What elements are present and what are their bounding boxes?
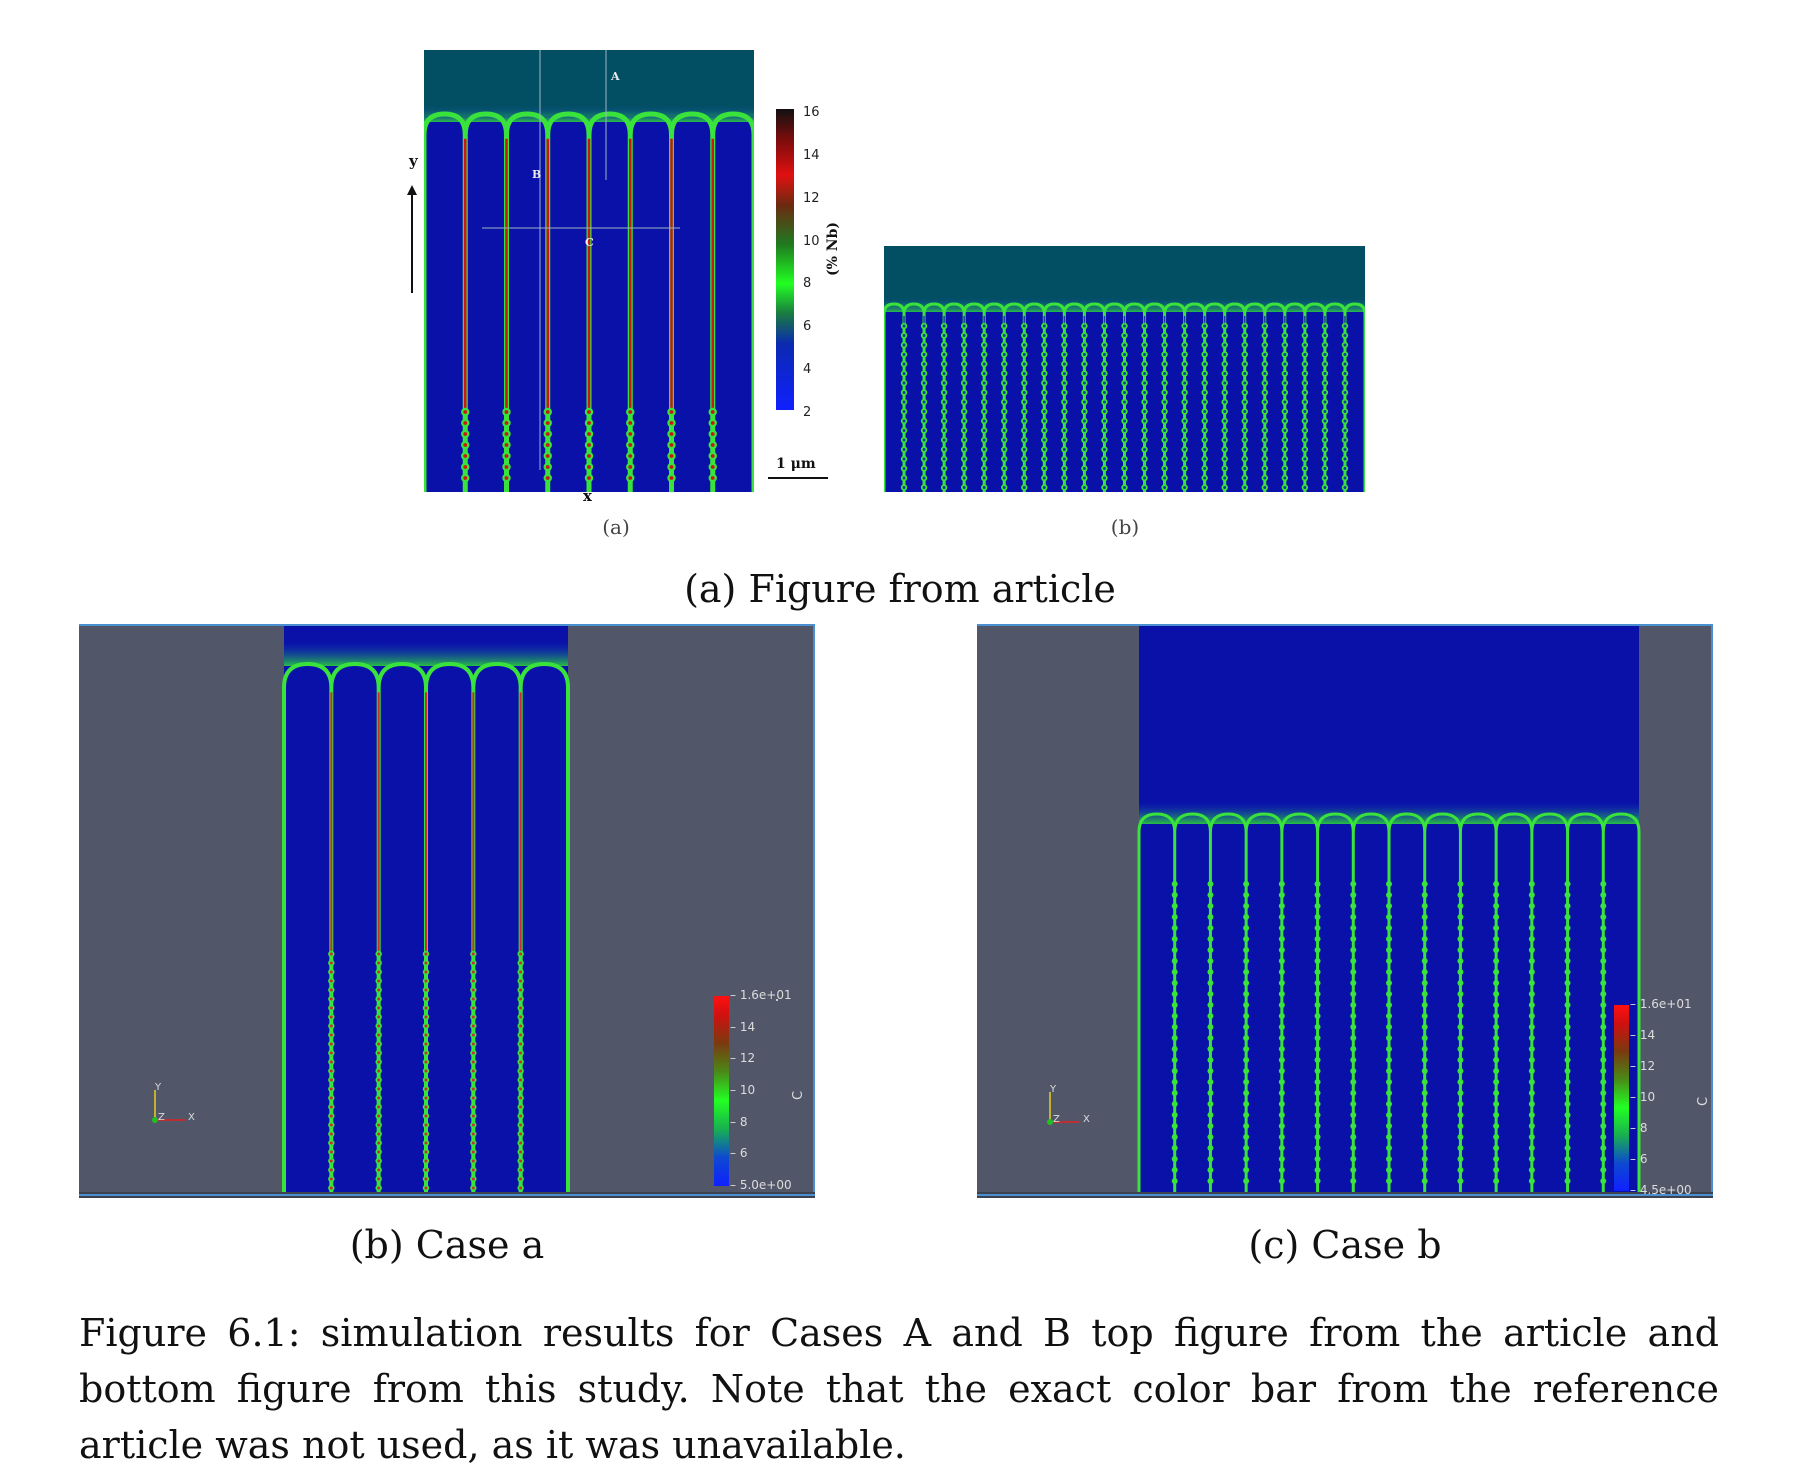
y-axis-arrow [406, 185, 418, 293]
case-b-triad-z: Z [1053, 1114, 1060, 1125]
colorbar-tick-label: – 8 [1630, 1121, 1648, 1135]
case-b-colorbar [1614, 1005, 1629, 1191]
article-colorbar-label: (% Nb) [825, 221, 841, 276]
colorbar-tick-label: – 14 [1630, 1028, 1656, 1042]
panel-b-caption: (b) Case a [349, 1223, 545, 1267]
colorbar-tick-label: – 8 [730, 1114, 748, 1129]
line-label-b: B [532, 168, 542, 181]
colorbar-tick-label: 10 [803, 233, 820, 249]
colorbar-tick-label: – 10 [730, 1083, 756, 1097]
case-a-colorbar [714, 996, 729, 1186]
colorbar-tick-label: – 4.5e+00 [1630, 1183, 1692, 1197]
colorbar-tick-label: 12 [803, 190, 820, 206]
line-label-c: C [585, 236, 594, 249]
colorbar-tick-label: – 12 [1630, 1059, 1656, 1073]
colorbar-tick-label: 14 [803, 147, 820, 163]
case-b-render [977, 624, 1713, 1198]
case-a-render [79, 624, 815, 1198]
article-colorbar [776, 109, 794, 410]
x-axis-label: x [583, 487, 592, 505]
scale-bar-label: 1 μm [776, 456, 816, 472]
colorbar-tick-label: – 6 [730, 1146, 748, 1161]
colorbar-tick-label: – 5.0e+00 [730, 1178, 792, 1192]
sublabel-a: (a) [602, 515, 630, 539]
colorbar-tick-label: 2 [803, 405, 812, 420]
colorbar-tick-label: – 1.6e+01 [730, 988, 792, 1002]
case-a-triad-z: Z [158, 1112, 165, 1123]
colorbar-tick-label: – 12 [730, 1051, 756, 1066]
panel-a-caption: (a) Figure from article [684, 567, 1116, 611]
case-a-triad-y: Y [155, 1082, 162, 1093]
article-image-a [424, 50, 754, 492]
scale-bar [768, 477, 828, 479]
case-a-colorbar-label: C [791, 1090, 806, 1100]
colorbar-tick-label: 6 [803, 319, 812, 335]
figure-caption: Figure 6.1: simulation results for Cases… [79, 1311, 1719, 1467]
panel-c-caption: (c) Case b [1248, 1223, 1442, 1267]
case-b-triad-x: X [1083, 1114, 1090, 1125]
case-a-axes-triad [145, 1080, 205, 1130]
colorbar-tick-label: 8 [803, 276, 812, 292]
sublabel-b: (b) [1110, 515, 1140, 539]
article-image-b [884, 246, 1365, 492]
colorbar-tick-label: 16 [803, 105, 820, 120]
case-b-axes-triad [1040, 1082, 1100, 1132]
colorbar-tick-label: – 14 [730, 1019, 756, 1034]
line-label-a: A [611, 70, 620, 83]
colorbar-tick-label: 4 [803, 362, 812, 378]
case-a-triad-x: X [188, 1112, 195, 1123]
case-b-triad-y: Y [1050, 1084, 1057, 1095]
y-axis-label: y [409, 152, 418, 170]
colorbar-tick-label: – 1.6e+01 [1630, 997, 1692, 1011]
colorbar-tick-label: – 10 [1630, 1090, 1656, 1104]
colorbar-tick-label: – 6 [1630, 1152, 1648, 1166]
case-b-colorbar-label: C [1696, 1096, 1711, 1106]
